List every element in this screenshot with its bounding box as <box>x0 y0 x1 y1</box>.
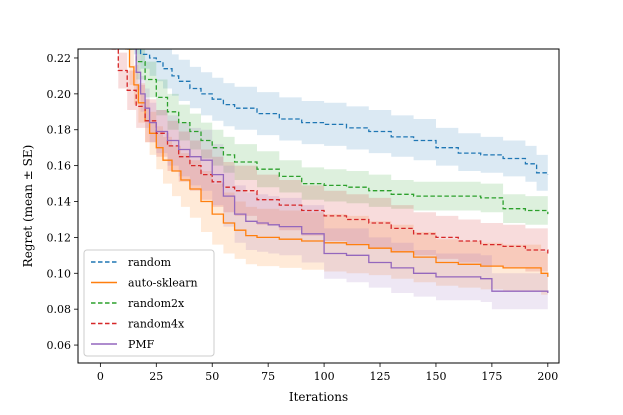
x-tick-label: 25 <box>149 370 163 383</box>
x-tick-label: 0 <box>97 370 104 383</box>
x-tick-label: 125 <box>370 370 391 383</box>
x-axis: 0 25 50 75 100 125 150 175 200 <box>97 363 558 383</box>
line-random <box>127 49 549 175</box>
band-pmf <box>131 49 548 310</box>
band-auto-sklearn <box>125 49 548 297</box>
x-axis-label: Iterations <box>289 390 348 404</box>
y-tick-label: 0.12 <box>47 231 72 244</box>
legend: random auto-sklearn random2x random4x PMF <box>83 249 215 357</box>
y-tick-label: 0.16 <box>47 160 72 173</box>
y-tick-label: 0.18 <box>47 124 72 137</box>
legend-label: auto-sklearn <box>128 277 198 290</box>
confidence-bands <box>111 49 548 310</box>
x-tick-label: 100 <box>314 370 335 383</box>
legend-label: random4x <box>128 318 185 331</box>
legend-label: random <box>128 256 172 269</box>
plot-frame <box>77 48 560 364</box>
legend-label: random2x <box>128 297 185 310</box>
x-tick-label: 75 <box>261 370 275 383</box>
x-tick-label: 150 <box>425 370 446 383</box>
x-tick-label: 50 <box>205 370 219 383</box>
band-random2x <box>129 49 548 229</box>
line-random2x <box>129 49 549 215</box>
line-pmf <box>131 49 549 293</box>
line-random4x <box>111 49 549 254</box>
legend-label: PMF <box>128 338 155 351</box>
x-tick-label: 175 <box>481 370 502 383</box>
y-tick-label: 0.22 <box>47 52 72 65</box>
y-tick-label: 0.08 <box>47 303 72 316</box>
y-tick-label: 0.20 <box>47 88 72 101</box>
band-random4x <box>111 49 548 276</box>
y-tick-label: 0.06 <box>47 339 72 352</box>
y-tick-label: 0.10 <box>47 267 72 280</box>
band-random <box>127 49 548 193</box>
y-axis: 0.06 0.08 0.10 0.12 0.14 0.16 0.18 0.20 0.22 <box>47 52 78 352</box>
y-tick-label: 0.14 <box>47 196 72 209</box>
legend-box <box>83 249 215 357</box>
y-axis-label: Regret (mean ± SE) <box>21 145 35 268</box>
line-auto-sklearn <box>125 49 549 277</box>
x-tick-label: 200 <box>537 370 558 383</box>
series-lines <box>111 49 549 293</box>
